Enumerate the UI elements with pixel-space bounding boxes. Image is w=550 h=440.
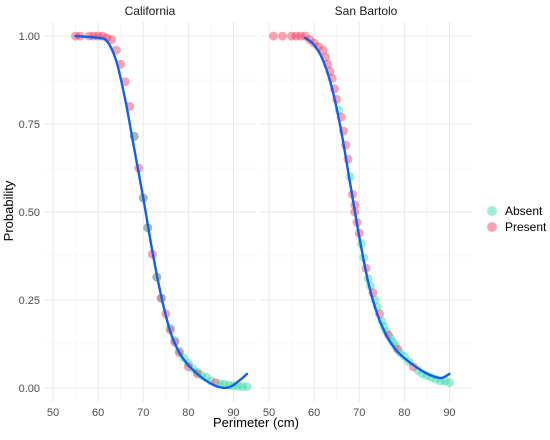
x-tick-label: 90 bbox=[227, 407, 239, 419]
x-tick-label: 60 bbox=[308, 407, 320, 419]
fitted-curve bbox=[74, 34, 249, 390]
legend-key-present bbox=[487, 222, 497, 232]
x-tick-label: 50 bbox=[47, 407, 59, 419]
x-tick-label: 70 bbox=[353, 407, 365, 419]
x-tick-label: 90 bbox=[443, 407, 455, 419]
legend-label-present: Present bbox=[505, 220, 547, 234]
data-point-present bbox=[107, 35, 117, 45]
x-tick-label: 80 bbox=[398, 407, 410, 419]
fitted-curve bbox=[303, 36, 451, 380]
x-tick-label: 50 bbox=[263, 407, 275, 419]
facet-panels: California 50 60 70 80 90 0.00 0.25 0.50 0.75 1.00… bbox=[19, 4, 472, 419]
x-axis-title: Perimeter (cm) bbox=[213, 415, 299, 430]
y-axis-title: Probability bbox=[1, 180, 16, 241]
y-tick-label: 0.75 bbox=[19, 119, 40, 131]
data-point-absent bbox=[237, 382, 247, 392]
data-point-present bbox=[291, 31, 301, 41]
data-point-present bbox=[278, 31, 288, 41]
y-tick-label: 0.00 bbox=[19, 383, 40, 395]
data-point-present bbox=[287, 31, 297, 41]
x-tick-label: 80 bbox=[182, 407, 194, 419]
facet-title: California bbox=[125, 4, 176, 18]
data-point-absent bbox=[444, 378, 454, 388]
data-point-present bbox=[393, 344, 403, 354]
y-tick-label: 0.50 bbox=[19, 207, 40, 219]
facet-panel-1: San Bartolo 50 60 70 80 90 bbox=[260, 4, 472, 419]
x-tick-label: 70 bbox=[137, 407, 149, 419]
x-tick-label: 60 bbox=[92, 407, 104, 419]
facet-title: San Bartolo bbox=[335, 4, 398, 18]
data-point-absent bbox=[242, 382, 252, 392]
data-point-present bbox=[296, 31, 306, 41]
y-tick-label: 0.25 bbox=[19, 295, 40, 307]
legend-key-absent bbox=[487, 206, 497, 216]
legend-label-absent: Absent bbox=[505, 204, 543, 218]
legend: Absent Present bbox=[487, 204, 547, 234]
y-tick-label: 1.00 bbox=[19, 31, 40, 43]
data-point-present bbox=[269, 31, 279, 41]
data-point-present bbox=[318, 45, 328, 55]
facet-panel-0: California 50 60 70 80 90 0.00 0.25 0.50 0.75 1.00 bbox=[19, 4, 256, 419]
